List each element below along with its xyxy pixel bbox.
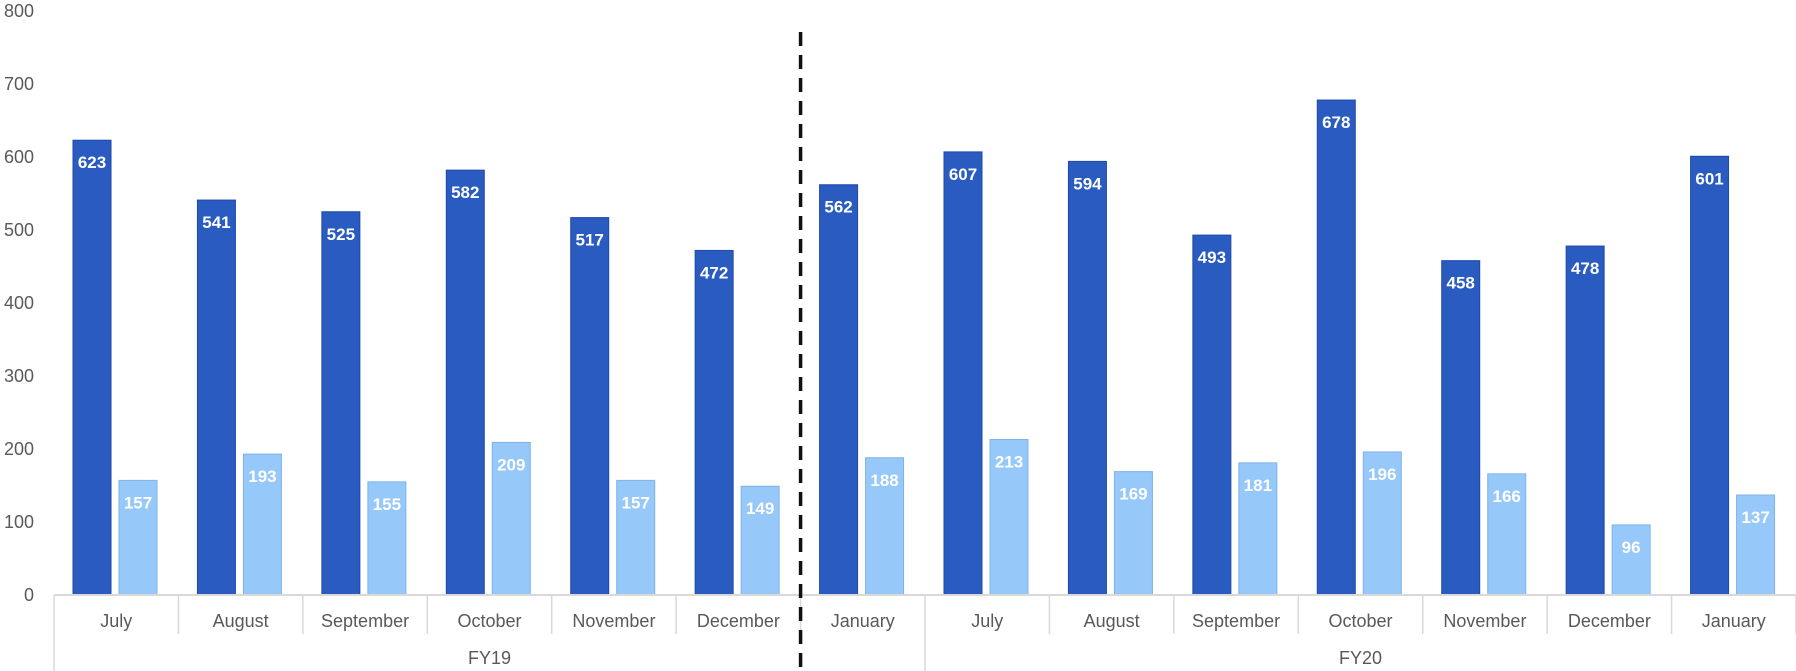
bar-series-2 <box>1611 524 1651 596</box>
bar-series-1 <box>445 169 485 596</box>
bar-series-1 <box>694 249 734 596</box>
bar-series-2 <box>367 481 407 596</box>
bar-series-2 <box>1487 473 1527 596</box>
x-category-label: November <box>572 611 655 631</box>
x-axis: July August September October November Decemb… <box>53 594 1796 671</box>
bar-series-1 <box>1316 99 1356 596</box>
y-tick-label: 0 <box>24 585 34 605</box>
x-category-label: January <box>831 611 895 631</box>
data-label: 149 <box>746 499 774 518</box>
y-tick-label: 400 <box>4 293 34 313</box>
data-label: 478 <box>1571 259 1599 278</box>
bar-series-1 <box>1192 234 1232 596</box>
data-label: 517 <box>576 231 604 250</box>
y-tick-label: 200 <box>4 439 34 459</box>
data-label: 157 <box>622 493 650 512</box>
y-tick-label: 100 <box>4 512 34 532</box>
data-label: 623 <box>78 153 106 172</box>
bar-series-1 <box>321 211 361 596</box>
x-category-label: August <box>1084 611 1140 631</box>
y-tick-label: 700 <box>4 74 34 94</box>
y-axis: 0 100 200 300 400 500 600 700 800 <box>4 1 34 605</box>
data-label: 166 <box>1493 487 1521 506</box>
bar-series-1 <box>1565 245 1605 596</box>
data-label: 562 <box>824 198 852 217</box>
bar-series-2 <box>118 479 158 596</box>
x-category-label: October <box>1328 611 1392 631</box>
bar-series-1 <box>943 151 983 596</box>
bar-series-1 <box>196 199 236 596</box>
x-category-label: December <box>697 611 780 631</box>
bar-series-1 <box>1441 260 1481 596</box>
data-label: 525 <box>327 225 355 244</box>
bar-series-2 <box>1238 462 1278 596</box>
data-label: 196 <box>1368 465 1396 484</box>
bar-series-1 <box>570 217 610 596</box>
bar-series-2 <box>1362 451 1402 596</box>
bars <box>72 99 1776 596</box>
x-category-label: December <box>1568 611 1651 631</box>
x-category-label: October <box>457 611 521 631</box>
bar-series-2 <box>242 453 282 596</box>
y-tick-label: 800 <box>4 1 34 21</box>
data-label: 181 <box>1244 476 1272 495</box>
bar-series-1 <box>1067 160 1107 596</box>
data-label: 155 <box>373 495 401 514</box>
x-category-label: July <box>100 611 132 631</box>
data-label: 137 <box>1741 508 1769 527</box>
data-label: 582 <box>451 183 479 202</box>
bar-series-2 <box>740 485 780 596</box>
bar-series-1 <box>1690 155 1730 596</box>
x-category-label: September <box>321 611 409 631</box>
data-label: 157 <box>124 493 152 512</box>
y-tick-label: 600 <box>4 147 34 167</box>
bar-series-1 <box>72 139 112 596</box>
x-group-label: FY20 <box>1339 648 1382 668</box>
data-label: 541 <box>202 213 230 232</box>
data-label: 493 <box>1198 248 1226 267</box>
bar-series-1 <box>819 184 859 596</box>
data-label: 458 <box>1447 274 1475 293</box>
x-category-label: July <box>971 611 1003 631</box>
bar-series-2 <box>989 439 1029 596</box>
data-label: 594 <box>1073 174 1102 193</box>
data-label: 96 <box>1622 538 1641 557</box>
data-label: 472 <box>700 263 728 282</box>
data-labels: 623 541 525 582 517 472 562 607 594 493 678 458 478 6… <box>78 113 1770 557</box>
data-label: 169 <box>1119 485 1147 504</box>
x-group-label: FY19 <box>468 648 511 668</box>
data-label: 213 <box>995 453 1023 472</box>
data-label: 209 <box>497 455 525 474</box>
data-label: 601 <box>1695 169 1723 188</box>
x-category-label: January <box>1702 611 1766 631</box>
data-label: 607 <box>949 165 977 184</box>
y-tick-label: 300 <box>4 366 34 386</box>
data-label: 188 <box>870 471 898 490</box>
bar-series-2 <box>491 441 531 596</box>
x-category-label: September <box>1192 611 1280 631</box>
data-label: 678 <box>1322 113 1350 132</box>
x-category-label: August <box>213 611 269 631</box>
y-tick-label: 500 <box>4 220 34 240</box>
data-label: 193 <box>248 467 276 486</box>
x-category-label: November <box>1443 611 1526 631</box>
